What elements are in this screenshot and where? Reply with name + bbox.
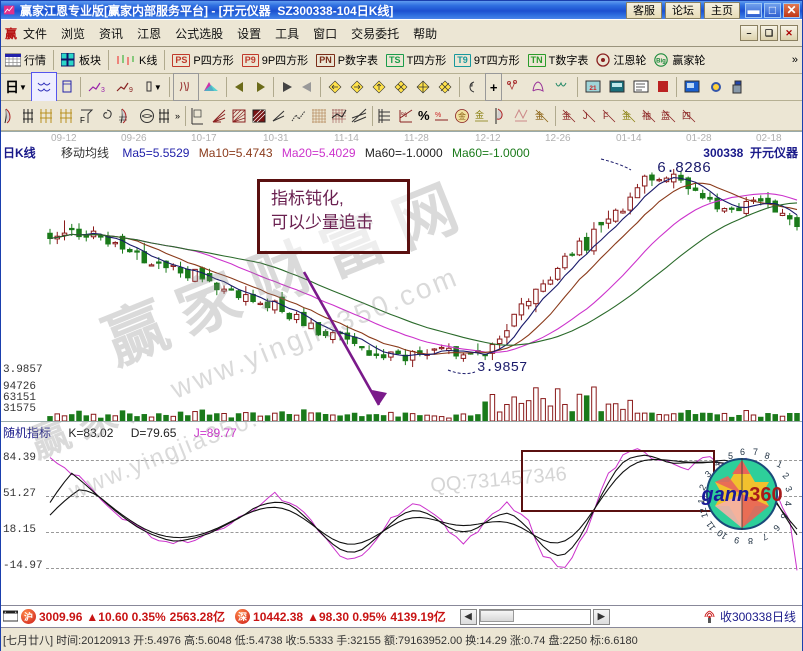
svg-text:F: F <box>80 116 85 124</box>
svg-text:5: 5 <box>778 512 789 520</box>
svg-text:金: 金 <box>622 110 631 121</box>
svg-text:QQ:731457346: QQ:731457346 <box>430 463 568 497</box>
svg-text:Big: Big <box>657 59 667 65</box>
svg-text:7: 7 <box>753 447 758 457</box>
svg-text:1: 1 <box>775 459 784 470</box>
svg-text:gann360: gann360 <box>700 484 782 506</box>
svg-text:2: 2 <box>781 470 792 481</box>
svg-text:4: 4 <box>783 501 793 506</box>
svg-text:四: 四 <box>682 111 691 121</box>
svg-text:金: 金 <box>562 110 571 121</box>
svg-text:1: 1 <box>696 498 706 504</box>
svg-text:金: 金 <box>475 109 484 120</box>
svg-text:3: 3 <box>101 87 105 94</box>
svg-text:12: 12 <box>698 507 710 519</box>
svg-text:8: 8 <box>748 536 753 544</box>
svg-text:金: 金 <box>458 111 466 121</box>
svg-text:金: 金 <box>535 110 544 121</box>
svg-text:6: 6 <box>771 523 782 533</box>
svg-text:9: 9 <box>733 535 740 544</box>
svg-text:8: 8 <box>763 450 770 461</box>
svg-text:11: 11 <box>704 519 718 532</box>
svg-text:%: % <box>401 112 407 119</box>
svg-text:袖: 袖 <box>642 110 651 121</box>
svg-text:5: 5 <box>728 451 733 461</box>
svg-text:21: 21 <box>590 85 598 92</box>
svg-text:3: 3 <box>783 485 794 494</box>
svg-text:10: 10 <box>715 528 729 542</box>
svg-text:%: % <box>435 112 441 119</box>
svg-text:7: 7 <box>761 531 770 542</box>
svg-text:4: 4 <box>713 458 721 469</box>
svg-text:9: 9 <box>129 87 133 94</box>
svg-text:6: 6 <box>740 447 745 457</box>
